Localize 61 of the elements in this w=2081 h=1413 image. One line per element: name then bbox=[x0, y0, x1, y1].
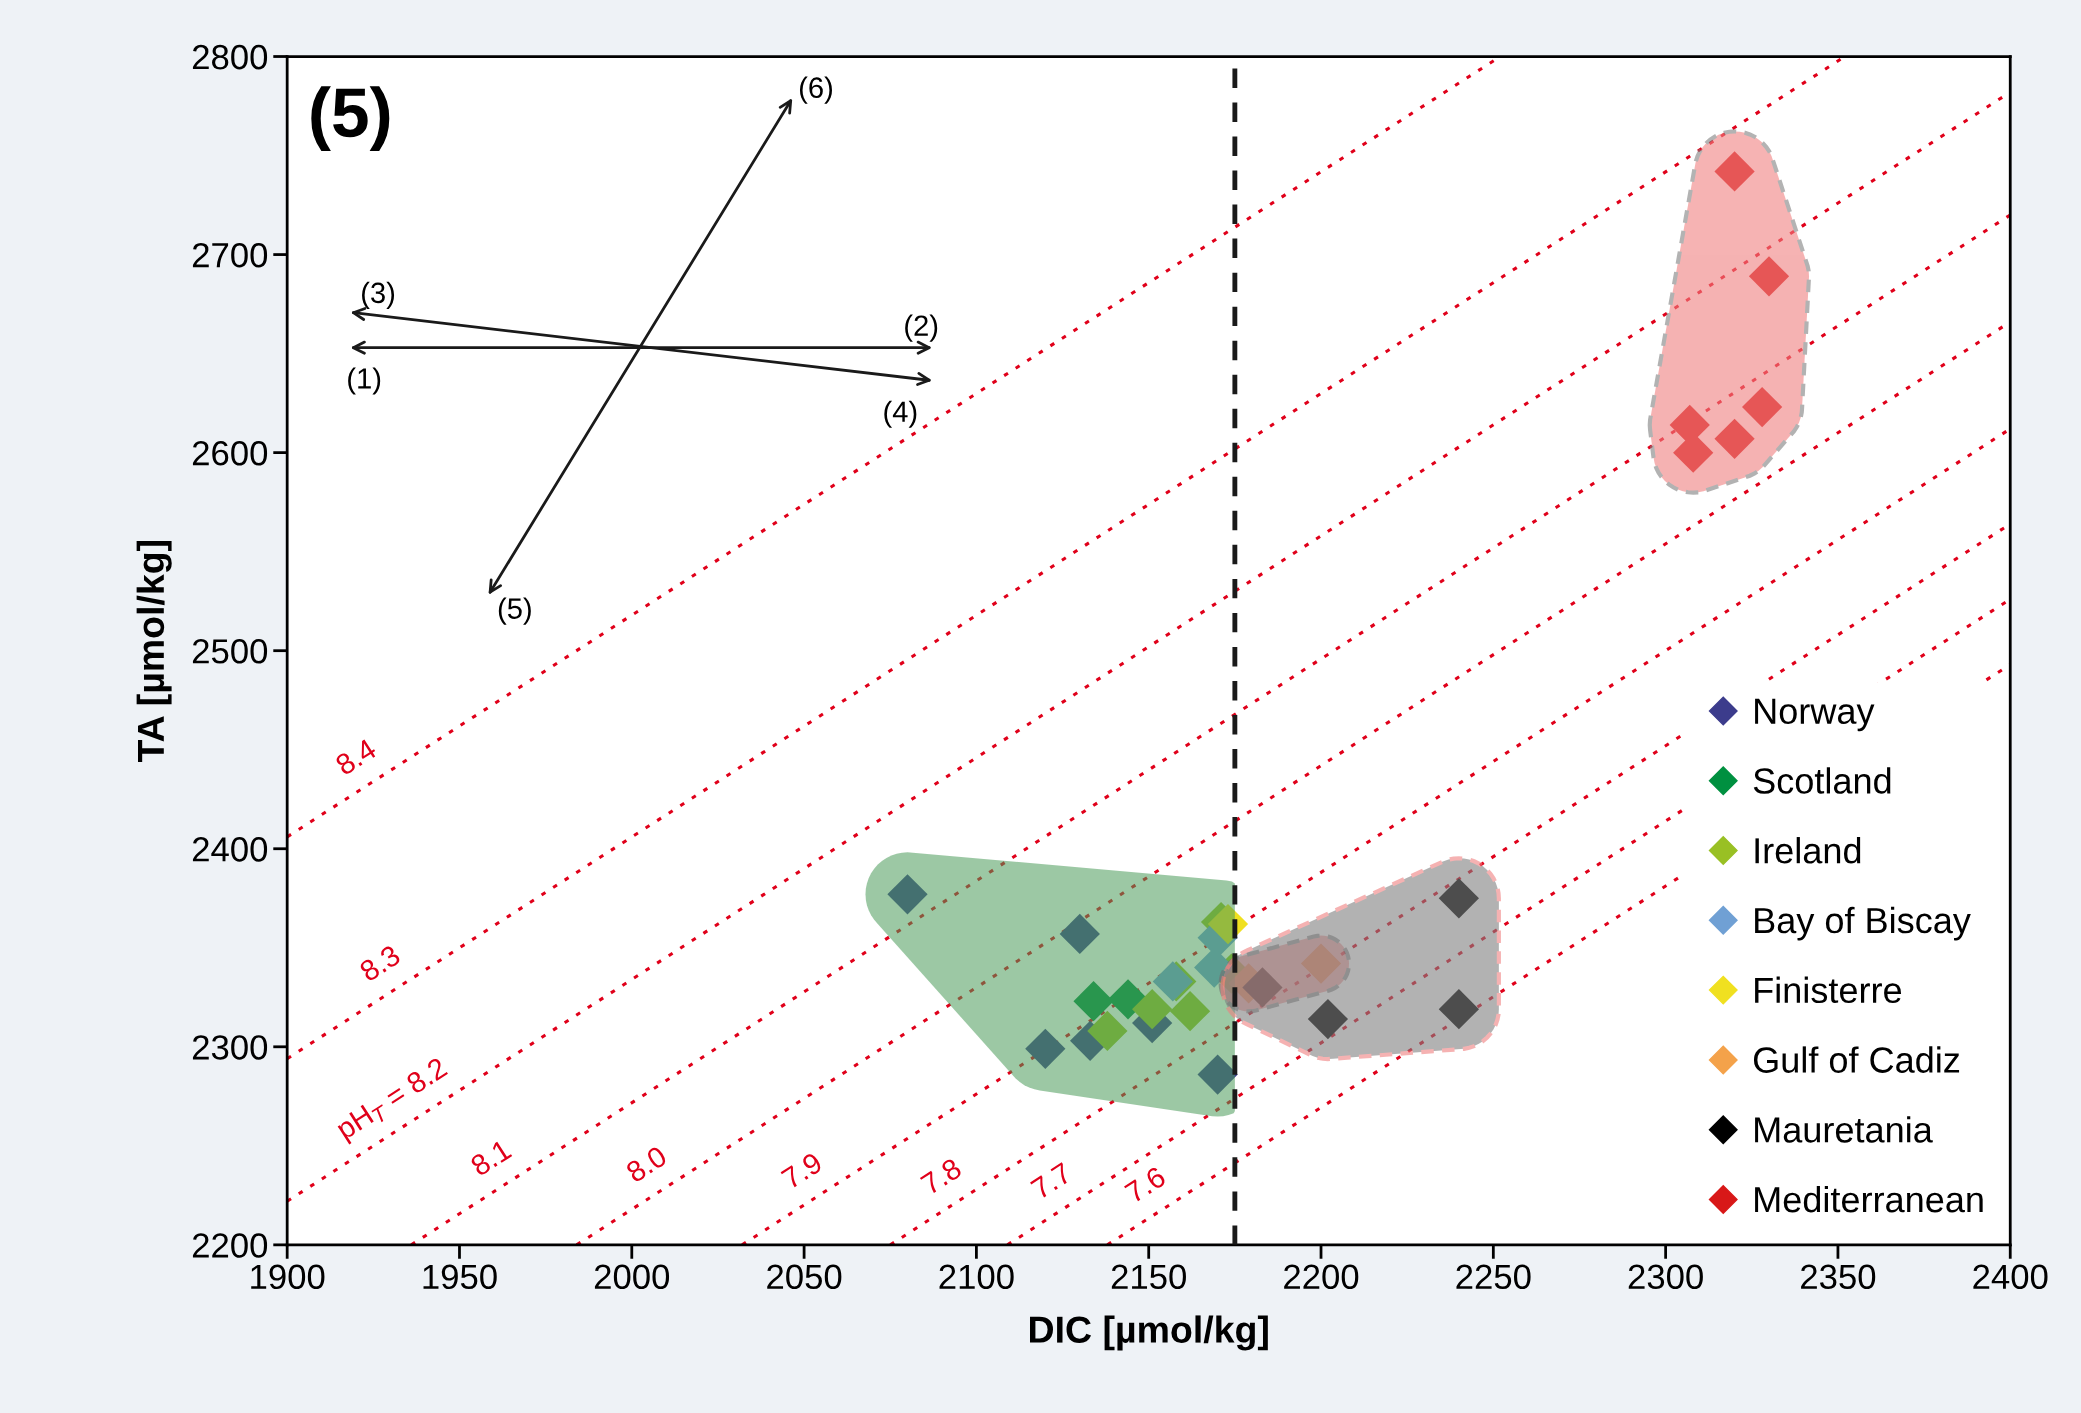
text: 8.1 bbox=[469, 1138, 513, 1177]
annotation: (4) bbox=[884, 400, 917, 428]
point bbox=[1300, 943, 1342, 984]
text: 7.8 bbox=[919, 1157, 963, 1196]
annotation: (1) bbox=[348, 367, 381, 395]
text: 8.0 bbox=[624, 1145, 669, 1184]
point bbox=[1438, 878, 1479, 919]
annotation: (3) bbox=[362, 281, 395, 309]
y-tick-label: 2300 bbox=[192, 1035, 268, 1060]
annotation: (6) bbox=[799, 76, 832, 104]
legend-label: Gulf of Cadiz bbox=[1753, 1046, 1960, 1073]
y-tick-label: 2800 bbox=[192, 44, 268, 70]
annotation: (5) bbox=[311, 86, 390, 151]
text: pH$_{T}$ = 8.2 bbox=[334, 1056, 452, 1145]
point bbox=[1059, 913, 1100, 955]
point bbox=[1087, 1010, 1128, 1052]
y-tick-label: 2700 bbox=[192, 242, 268, 268]
legend-label: Norway bbox=[1755, 698, 1875, 732]
point bbox=[1307, 998, 1349, 1040]
text: 8.3 bbox=[358, 944, 402, 983]
legend-label: Mauretania bbox=[1755, 1116, 1933, 1143]
point bbox=[1197, 1054, 1238, 1095]
x-tick-label: 1900 bbox=[251, 1264, 325, 1290]
point bbox=[1438, 989, 1479, 1030]
annotation: (5) bbox=[498, 597, 531, 625]
point bbox=[1242, 967, 1283, 1008]
x-tick-label: 2100 bbox=[939, 1264, 1014, 1290]
x-tick-label: 1950 bbox=[423, 1264, 497, 1290]
x-tick-label: 2300 bbox=[1628, 1264, 1703, 1290]
text: 8.4 bbox=[334, 737, 378, 776]
point bbox=[1132, 989, 1173, 1030]
y-tick-label: 2400 bbox=[192, 837, 268, 862]
point bbox=[1742, 386, 1783, 428]
point bbox=[1025, 1028, 1066, 1069]
x-tick-label: 2150 bbox=[1111, 1264, 1186, 1290]
legend-label: Mediterranean bbox=[1755, 1185, 1983, 1213]
point bbox=[1748, 256, 1790, 297]
x-tick-label: 2050 bbox=[767, 1264, 842, 1290]
legend-label: Scotland bbox=[1753, 767, 1891, 794]
y-tick-label: 2600 bbox=[192, 440, 268, 466]
y-axis-title: TA [µmol/kg] bbox=[136, 540, 172, 763]
annotation: (2) bbox=[905, 314, 938, 342]
point bbox=[1714, 151, 1755, 192]
legend-label: Ireland bbox=[1755, 837, 1861, 864]
legend-label: Bay of Biscay bbox=[1755, 906, 1971, 941]
x-tick-label: 2400 bbox=[1973, 1264, 2048, 1290]
text: 7.9 bbox=[780, 1151, 824, 1190]
y-tick-label: 2200 bbox=[192, 1233, 268, 1258]
x-tick-label: 2350 bbox=[1801, 1264, 1876, 1290]
legend-label: Finisterre bbox=[1755, 976, 1902, 1004]
x-tick-label: 2000 bbox=[594, 1264, 670, 1290]
y-tick-label: 2500 bbox=[192, 639, 268, 664]
text: 7.7 bbox=[1030, 1162, 1073, 1200]
x-axis-title: DIC [µmol/kg] bbox=[1030, 1315, 1268, 1351]
x-tick-label: 2200 bbox=[1284, 1264, 1359, 1290]
point bbox=[887, 874, 928, 915]
point bbox=[1714, 418, 1755, 459]
x-tick-label: 2250 bbox=[1456, 1264, 1531, 1290]
point bbox=[1073, 981, 1114, 1022]
text: 7.6 bbox=[1123, 1165, 1167, 1204]
point bbox=[1169, 991, 1211, 1032]
